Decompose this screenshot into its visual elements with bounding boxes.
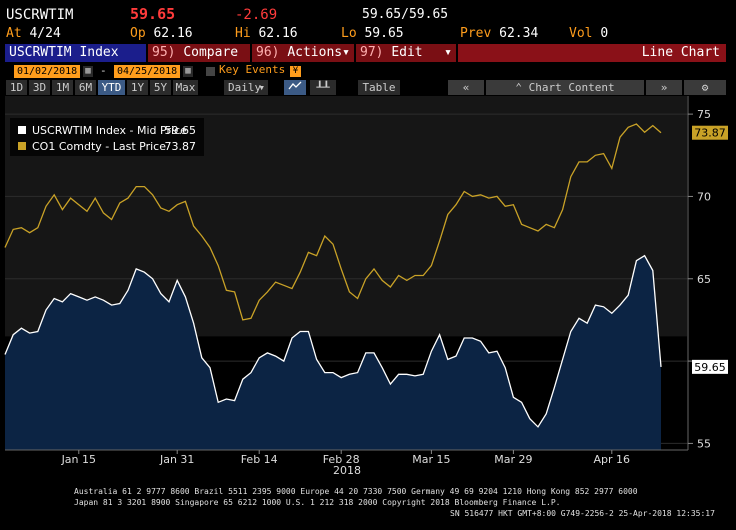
last-price: 59.65 <box>130 5 176 23</box>
y-tick-label: 70 <box>697 190 711 203</box>
security-field[interactable]: USCRWTIM Index <box>5 44 146 62</box>
frequency-select[interactable]: Daily ▾ <box>224 80 268 95</box>
brent-line[interactable] <box>4 123 662 321</box>
footer-line-3: SN 516477 HKT GMT+8:00 G749-2256-2 25-Ap… <box>450 509 715 518</box>
low-field: Lo 59.65 <box>341 26 404 42</box>
compare-label: Compare <box>183 45 239 60</box>
date-separator: - <box>100 64 107 77</box>
prev-value: 62.34 <box>499 26 539 41</box>
x-tick-label: Mar 29 <box>494 453 532 466</box>
brent-price-tag-text: 73.87 <box>694 127 726 140</box>
compare-number: 95) <box>152 45 176 60</box>
period-button-3d[interactable]: 3D <box>29 80 50 95</box>
legend-wti-swatch <box>18 126 26 134</box>
start-date-input[interactable]: 01/02/2018 <box>14 65 81 78</box>
frequency-dropdown-icon: ▾ <box>258 81 265 94</box>
chart-content-label: Chart Content <box>528 81 615 94</box>
y-axis-ticks: 55 65 70 75 <box>688 108 711 450</box>
end-calendar-icon[interactable]: ▦ <box>183 66 193 77</box>
legend: USCRWTIM Index - Mid Price 59.65 CO1 Com… <box>10 118 204 156</box>
legend-brent-value: 73.87 <box>165 140 197 153</box>
year-label: 2018 <box>333 464 361 477</box>
edit-button[interactable]: 97) Edit ▾ <box>356 44 456 62</box>
volume-field: Vol 0 <box>569 26 608 42</box>
high-field: Hi 62.16 <box>235 26 298 42</box>
period-button-1y[interactable]: 1Y <box>127 80 148 95</box>
legend-brent-label: CO1 Comdty - Last Price <box>32 140 166 153</box>
actions-label: Actions <box>287 45 343 60</box>
x-tick-label: Jan 31 <box>159 453 194 466</box>
edit-number: 97) <box>360 45 384 60</box>
legend-wti-value: 59.65 <box>165 124 197 137</box>
legend-background <box>10 118 204 156</box>
x-tick-label: Feb 14 <box>241 453 278 466</box>
edit-dropdown-icon: ▾ <box>444 45 452 60</box>
settings-gear-icon[interactable]: ⚙ <box>684 80 726 95</box>
collapse-icon: ⌃ <box>515 81 529 94</box>
x-tick-label: Mar 15 <box>412 453 450 466</box>
open-field: Op 62.16 <box>130 26 193 42</box>
low-label: Lo <box>341 26 357 41</box>
chart-content-button[interactable]: ⌃ Chart Content <box>486 80 644 95</box>
key-events-label: Key Events <box>219 63 286 76</box>
line-tool-icon[interactable] <box>284 80 306 95</box>
legend-wti-label: USCRWTIM Index - Mid Price <box>32 124 187 137</box>
key-events-badge-icon[interactable]: ¥ <box>290 66 301 77</box>
x-tick-label: Apr 16 <box>594 453 631 466</box>
period-button-6m[interactable]: 6M <box>75 80 96 95</box>
bid-ask-range: 59.65/59.65 <box>362 7 449 22</box>
date-field: At 4/24 <box>6 26 61 42</box>
volume-value: 0 <box>600 26 609 41</box>
date-value: 4/24 <box>29 26 61 41</box>
prev-field: Prev 62.34 <box>460 26 538 42</box>
x-tick-label: Jan 15 <box>61 453 96 466</box>
wti-price-tag: 59.65 <box>692 359 728 374</box>
actions-number: 96) <box>256 45 280 60</box>
chart-type-selector[interactable]: Line Chart <box>458 44 726 62</box>
ticker: USCRWTIM <box>6 7 74 23</box>
frequency-label: Daily <box>228 81 262 94</box>
footer-line-2: Japan 81 3 3201 8900 Singapore 65 6212 1… <box>74 498 561 507</box>
nav-next-button[interactable]: » <box>646 80 682 95</box>
open-value: 62.16 <box>153 26 193 41</box>
period-button-max[interactable]: Max <box>173 80 198 95</box>
open-label: Op <box>130 26 146 41</box>
actions-dropdown-icon: ▾ <box>342 45 350 60</box>
actions-button[interactable]: 96) Actions ▾ <box>252 44 354 62</box>
x-tick-label: Feb 28 <box>323 453 360 466</box>
footer-line-1: Australia 61 2 9777 8600 Brazil 5511 239… <box>74 487 638 496</box>
period-button-1d[interactable]: 1D <box>6 80 27 95</box>
legend-brent-swatch <box>18 142 26 150</box>
edit-label: Edit <box>391 45 423 60</box>
wti-area-fill <box>5 255 661 450</box>
high-value: 62.16 <box>258 26 298 41</box>
y-tick-label: 65 <box>697 273 711 286</box>
end-date-input[interactable]: 04/25/2018 <box>114 65 181 78</box>
period-button-ytd[interactable]: YTD <box>98 80 125 95</box>
period-button-1m[interactable]: 1M <box>52 80 73 95</box>
y-tick-label: 55 <box>697 437 711 450</box>
x-axis-ticks: Jan 15 Jan 31 Feb 14 Feb 28 Mar 15 Mar 29 Apr … <box>61 450 630 466</box>
table-button[interactable]: Table <box>358 80 400 95</box>
nav-prev-button[interactable]: « <box>448 80 484 95</box>
low-value: 59.65 <box>364 26 404 41</box>
key-events-checkbox[interactable] <box>206 67 215 76</box>
wti-line[interactable] <box>4 254 662 428</box>
chart-area[interactable]: 55 65 70 75 Jan 15 Jan 31 Feb 14 Feb 28 Mar 15 M… <box>0 96 736 480</box>
wti-price-tag-text: 59.65 <box>694 361 726 374</box>
date-label: At <box>6 26 22 41</box>
prev-label: Prev <box>460 26 492 41</box>
annotation-tool-icon[interactable]: ┸┸ <box>310 80 336 95</box>
period-button-5y[interactable]: 5Y <box>150 80 171 95</box>
price-change: -2.69 <box>235 7 278 23</box>
y-tick-label: 75 <box>697 108 711 121</box>
volume-label: Vol <box>569 26 593 41</box>
brent-price-tag: 73.87 <box>692 125 728 140</box>
high-label: Hi <box>235 26 251 41</box>
start-calendar-icon[interactable]: ▦ <box>83 66 93 77</box>
compare-button[interactable]: 95) Compare <box>148 44 250 62</box>
